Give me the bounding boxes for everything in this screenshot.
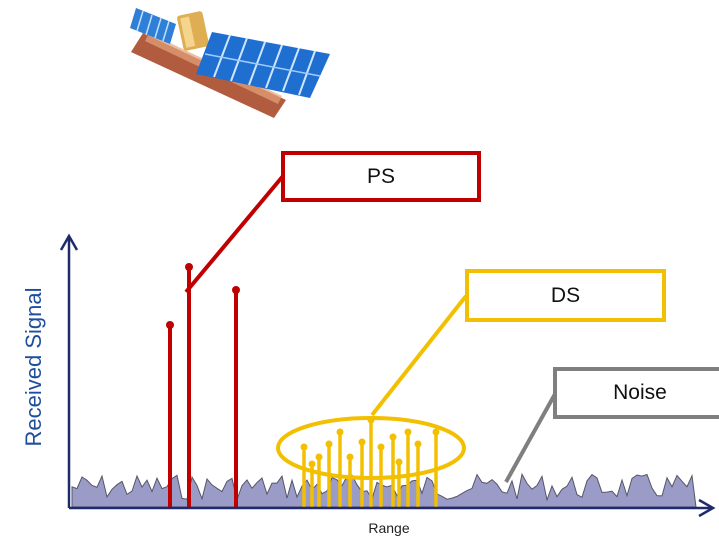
ds-scatterer-dot xyxy=(404,428,412,436)
ds-leader-line xyxy=(370,294,468,417)
noise-area xyxy=(71,472,697,508)
y-axis-label: Received Signal xyxy=(21,287,46,447)
ds-scatterer-dot xyxy=(377,443,385,451)
ps-leader-line xyxy=(184,174,285,294)
ds-callout: DS xyxy=(465,269,666,322)
ds-scatterer-dot xyxy=(414,440,422,448)
ps-callout: PS xyxy=(281,151,481,202)
noise-leader-line xyxy=(504,393,557,483)
ds-stems xyxy=(300,416,440,508)
x-axis-arrowhead xyxy=(698,498,716,518)
ds-scatterer-dot xyxy=(395,458,403,466)
ds-scatterer-dot xyxy=(432,428,440,436)
ps-scatterer-dot xyxy=(232,286,240,294)
ds-scatterer-dot xyxy=(389,433,397,441)
x-axis-label: Range xyxy=(368,520,410,536)
ds-scatterer-dot xyxy=(336,428,344,436)
ds-scatterer-dot xyxy=(367,416,375,424)
ps-scatterer-dot xyxy=(185,263,193,271)
ds-scatterer-dot xyxy=(325,440,333,448)
ds-scatterer-dot xyxy=(346,453,354,461)
ps-label: PS xyxy=(366,164,395,188)
ds-label: DS xyxy=(550,283,581,307)
axes xyxy=(59,233,716,518)
ps-scatterer-dot xyxy=(166,321,174,329)
ds-scatterer-dot xyxy=(308,460,316,468)
ps-stems xyxy=(166,263,240,508)
noise-callout: Noise xyxy=(553,367,719,419)
noise-label: Noise xyxy=(613,381,667,404)
ds-scatterer-dot xyxy=(300,443,308,451)
ds-scatterer-dot xyxy=(315,453,323,461)
y-axis-arrowhead xyxy=(59,233,79,251)
satellite-icon xyxy=(130,8,330,118)
ds-scatterer-dot xyxy=(358,438,366,446)
